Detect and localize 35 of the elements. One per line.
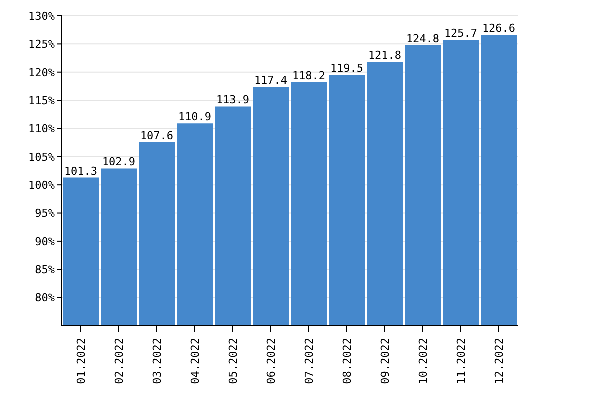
data-label: 118.2 bbox=[292, 70, 326, 83]
y-tick-label: 90% bbox=[35, 235, 56, 248]
x-tick-label: 02.2022 bbox=[113, 338, 126, 384]
x-tick-label: 12.2022 bbox=[493, 338, 506, 384]
data-label: 126.6 bbox=[482, 22, 516, 36]
data-label: 117.4 bbox=[254, 74, 288, 88]
data-label: 102.9 bbox=[102, 156, 136, 169]
y-tick-label: 100% bbox=[28, 178, 56, 192]
data-label: 121.8 bbox=[368, 49, 402, 62]
x-tick-label: 11.2022 bbox=[455, 338, 468, 384]
data-label: 124.8 bbox=[406, 32, 440, 46]
y-tick-label: 80% bbox=[35, 292, 56, 305]
y-tick-label: 120% bbox=[28, 66, 56, 80]
x-tick-label: 09.2022 bbox=[379, 338, 392, 384]
data-label: 125.7 bbox=[444, 27, 478, 40]
y-tick-label: 115% bbox=[28, 94, 56, 108]
x-tick-label: 10.2022 bbox=[417, 338, 430, 384]
data-label: 107.6 bbox=[140, 129, 174, 142]
data-label: 119.5 bbox=[330, 62, 364, 76]
y-tick-label: 110% bbox=[28, 122, 56, 136]
x-tick-label: 01.2022 bbox=[75, 338, 88, 384]
y-tick-label: 105% bbox=[28, 150, 56, 164]
data-label: 113.9 bbox=[216, 94, 250, 107]
x-tick-label: 05.2022 bbox=[227, 338, 240, 384]
x-tick-label: 08.2022 bbox=[341, 338, 354, 384]
data-label: 101.3 bbox=[64, 164, 98, 178]
y-tick-label: 95% bbox=[35, 207, 56, 220]
x-tick-label: 06.2022 bbox=[265, 338, 278, 384]
x-tick-label: 03.2022 bbox=[151, 338, 164, 384]
data-label: 110.9 bbox=[178, 110, 212, 124]
y-tick-label: 85% bbox=[35, 264, 56, 277]
y-tick-label: 125% bbox=[28, 38, 56, 52]
y-tick-label: 130% bbox=[28, 10, 56, 23]
x-tick-label: 07.2022 bbox=[303, 338, 316, 384]
x-tick-label: 04.2022 bbox=[189, 338, 202, 384]
